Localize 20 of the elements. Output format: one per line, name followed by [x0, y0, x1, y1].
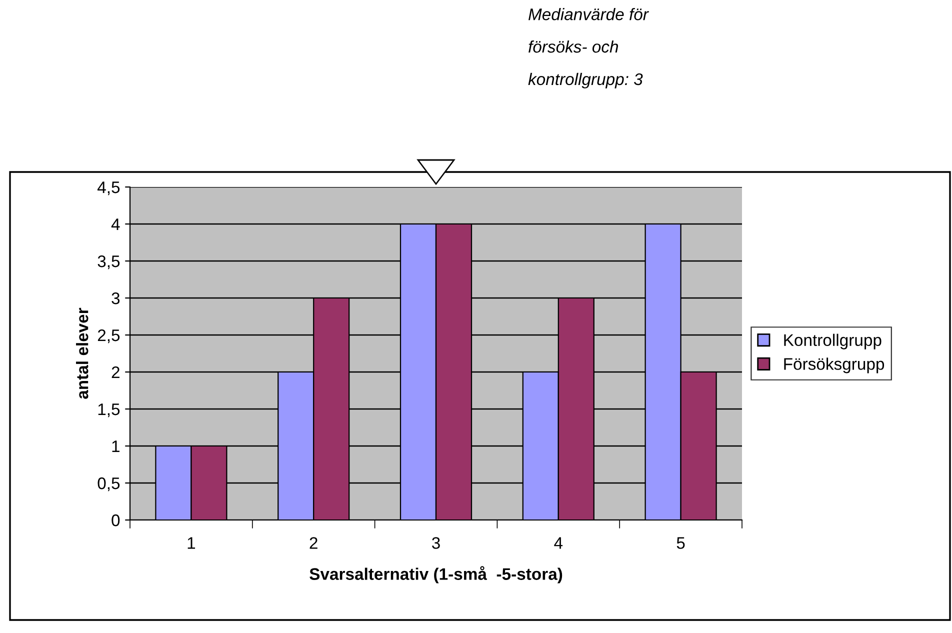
- text: Medianvärde för försöks- och kontrollgrupp: 3: [528, 8, 649, 88]
- x-tick-label: 5: [676, 537, 685, 549]
- x-tick-label: 4: [554, 537, 563, 549]
- x-tick-label: 2: [310, 537, 318, 549]
- x-axis-title: Svarsalternativ (1-små -5-stora): [310, 566, 562, 584]
- legend-label: Kontrollgrupp: [784, 334, 882, 350]
- y-tick-label: 3,5: [98, 255, 120, 270]
- x-tick-label: 1: [188, 537, 196, 549]
- y-axis-title: antal elever: [76, 308, 88, 399]
- y-tick-label: 2: [112, 366, 120, 378]
- y-tick-label: 1,5: [98, 404, 120, 418]
- y-tick-label: 0,5: [98, 477, 120, 492]
- y-tick-label: 4,5: [97, 182, 120, 196]
- y-tick-label: 4: [111, 218, 120, 230]
- y-tick-label: 0: [112, 514, 120, 526]
- x-tick-label: 3: [432, 537, 440, 549]
- y-tick-label: 1: [112, 440, 120, 452]
- y-tick-label: 3: [112, 292, 120, 304]
- legend-label: Försöksgrupp: [784, 358, 884, 374]
- y-tick-label: 2,5: [98, 329, 120, 344]
